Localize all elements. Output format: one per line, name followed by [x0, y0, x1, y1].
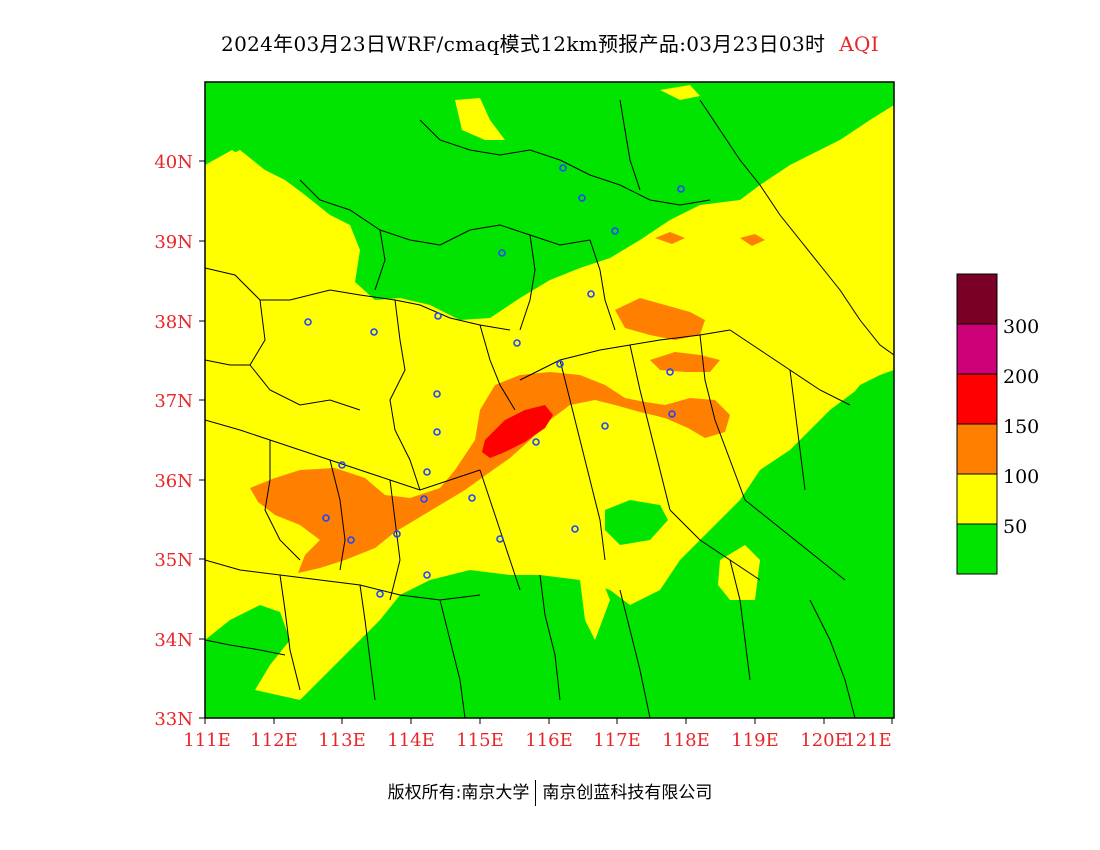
field-moderate-ne-top [660, 85, 700, 100]
lat-label: 38N [154, 312, 193, 333]
lon-label: 117E [593, 730, 641, 751]
field-sensitive-small-2 [740, 234, 765, 246]
lon-label: 116E [525, 730, 573, 751]
legend: 300 200 150 100 50 [956, 273, 1039, 575]
legend-swatch-moderate [956, 473, 998, 525]
field-good-north [205, 82, 894, 320]
city-marker [433, 390, 441, 398]
lon-label: 120E [800, 730, 848, 751]
copyright-text: 版权所有:南京大学 [387, 783, 530, 803]
lon-label: 119E [731, 730, 779, 751]
lat-label: 39N [154, 232, 193, 253]
lon-label: 121E [844, 730, 892, 751]
city-marker [496, 535, 504, 543]
city-marker [578, 194, 586, 202]
city-marker [498, 249, 506, 257]
city-marker [468, 494, 476, 502]
city-marker [304, 318, 312, 326]
field-sensitive-north-blob [615, 298, 705, 340]
lon-label: 115E [456, 730, 504, 751]
city-marker [420, 495, 428, 503]
lon-label: 112E [250, 730, 298, 751]
legend-swatch-very-unhealthy [956, 323, 998, 375]
city-marker [556, 360, 564, 368]
legend-label: 100 [1003, 466, 1039, 488]
field-good-east-coast [815, 370, 894, 455]
field-good-south [205, 370, 894, 718]
city-marker [601, 422, 609, 430]
city-marker [571, 525, 579, 533]
city-marker [677, 185, 685, 193]
lon-label: 114E [387, 730, 435, 751]
field-sensitive-small-1 [655, 232, 685, 244]
legend-swatch-hazardous [956, 273, 998, 325]
city-marker [666, 368, 674, 376]
city-marker [532, 438, 540, 446]
lat-label: 36N [154, 471, 193, 492]
city-marker [423, 571, 431, 579]
city-marker [347, 536, 355, 544]
city-marker [434, 312, 442, 320]
lon-label: 118E [662, 730, 710, 751]
field-unhealthy-core [482, 405, 553, 458]
lat-label: 37N [154, 391, 193, 412]
field-good-center-east [605, 500, 668, 545]
field-sensitive-west-plume [250, 372, 730, 573]
lat-ticks [199, 160, 205, 719]
lon-ticks [204, 718, 893, 724]
city-marker [559, 164, 567, 172]
lat-labels: 40N 39N 38N 37N 36N 35N 34N 33N [154, 152, 193, 730]
city-marker [513, 339, 521, 347]
city-marker [423, 468, 431, 476]
lon-labels: 111E 112E 113E 114E 115E 116E 117E 118E … [183, 730, 892, 751]
legend-label: 150 [1003, 416, 1039, 438]
lat-label: 40N [154, 152, 193, 173]
copyright-footer: 版权所有:南京大学 南京创蓝科技有限公司 [0, 778, 1100, 806]
lat-label: 34N [154, 630, 193, 651]
city-marker [370, 328, 378, 336]
lat-label: 35N [154, 550, 193, 571]
legend-swatch-good [956, 523, 998, 575]
legend-label: 50 [1003, 516, 1027, 538]
lat-label: 33N [154, 709, 193, 730]
lon-label: 113E [318, 730, 366, 751]
city-marker [433, 428, 441, 436]
legend-swatch-unhealthy [956, 373, 998, 425]
field-moderate-south-tongue [580, 575, 610, 640]
city-marker [587, 290, 595, 298]
lon-label: 111E [183, 730, 231, 751]
city-marker [611, 227, 619, 235]
footer-divider [535, 780, 537, 806]
company-text: 南京创蓝科技有限公司 [542, 783, 713, 803]
city-markers [304, 164, 685, 598]
city-marker [322, 514, 330, 522]
title-variable: AQI [839, 32, 879, 56]
legend-label: 300 [1003, 316, 1039, 338]
field-moderate-north-pocket [455, 98, 505, 140]
city-marker [393, 530, 401, 538]
field-moderate-northeast [760, 105, 894, 235]
legend-swatch-sensitive [956, 423, 998, 475]
map-title: 2024年03月23日WRF/cmaq模式12km预报产品:03月23日03时 A… [0, 28, 1100, 57]
legend-label: 200 [1003, 366, 1039, 388]
city-marker [376, 590, 384, 598]
city-marker [668, 410, 676, 418]
field-moderate-nw-corner [205, 150, 300, 240]
plot-area [205, 82, 894, 718]
title-main: 2024年03月23日WRF/cmaq模式12km预报产品:03月23日03时 [221, 32, 826, 56]
city-marker [338, 461, 346, 469]
boundaries [205, 99, 894, 718]
